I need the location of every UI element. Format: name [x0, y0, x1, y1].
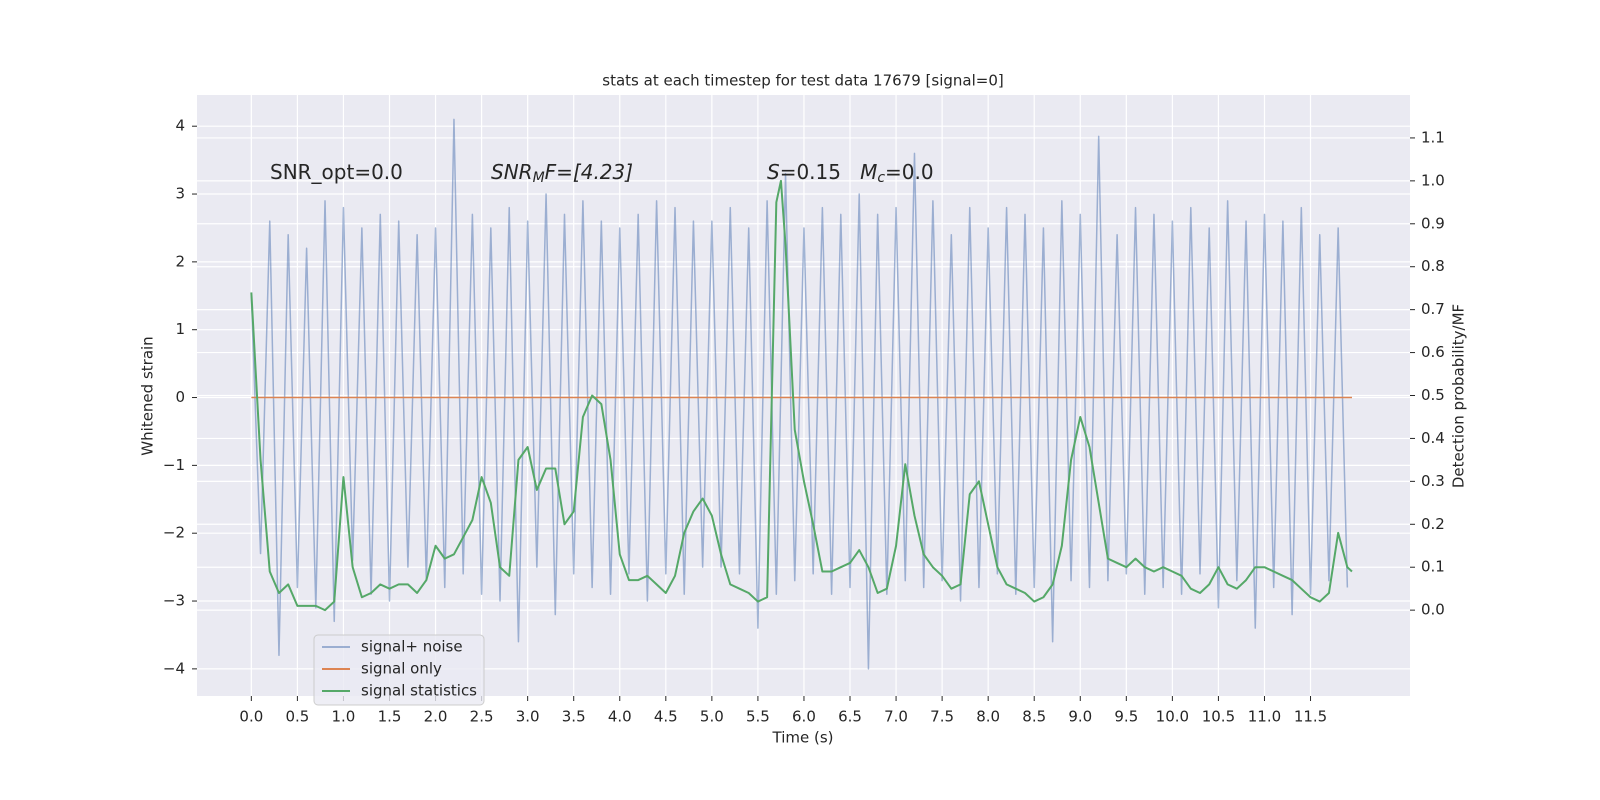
- y2-tick-label: 1.0: [1421, 171, 1445, 189]
- annotation-part: =0.0: [885, 160, 934, 184]
- legend: signal+ noise signal only signal statistic…: [313, 634, 485, 706]
- annotation-part: c: [877, 170, 885, 186]
- x-axis-label: Time (s): [772, 729, 834, 747]
- y-tick-label: 4: [175, 117, 185, 135]
- y2-tick-label: 0.0: [1421, 601, 1445, 619]
- y2-tick-label: 0.7: [1421, 300, 1445, 318]
- y2-tick-label: 0.4: [1421, 429, 1445, 447]
- legend-label: signal only: [361, 660, 442, 678]
- series-line: [250, 179, 1353, 612]
- y2-tick-label: 1.1: [1421, 128, 1445, 146]
- y-axis-label: Whitened strain: [139, 336, 157, 455]
- x-tick-label: 11.0: [1248, 708, 1281, 726]
- x-tick-label: 5.0: [700, 708, 724, 726]
- x-tick-label: 1.0: [332, 708, 356, 726]
- y2-tick-label: 0.6: [1421, 343, 1445, 361]
- y-tick-label: −2: [163, 524, 185, 542]
- y-tick-label: 0: [175, 388, 185, 406]
- x-tick-label: 4.0: [608, 708, 632, 726]
- x-tick-label: 2.0: [424, 708, 448, 726]
- annotation: S=0.15 Mc=0.0: [767, 160, 934, 187]
- y-tick-label: −1: [163, 456, 185, 474]
- x-tick-label: 9.5: [1114, 708, 1138, 726]
- y2-tick-label: 0.8: [1421, 257, 1445, 275]
- y-tick-label: −4: [163, 659, 185, 677]
- x-tick-label: 6.0: [792, 708, 816, 726]
- x-tick-label: 3.5: [562, 708, 586, 726]
- legend-box: [313, 634, 485, 706]
- marks: [250, 118, 1353, 670]
- x-tick-label: 8.5: [1022, 708, 1046, 726]
- x-tick-label: 0.0: [239, 708, 263, 726]
- annotation-part: F=[4.23]: [545, 160, 633, 184]
- x-tick-label: 2.5: [470, 708, 494, 726]
- annotation-part: SNR_opt=0.0: [270, 160, 403, 184]
- x-tick-label: 10.5: [1202, 708, 1235, 726]
- y2-tick-label: 0.3: [1421, 472, 1445, 490]
- annotation: SNR_opt=0.0: [270, 160, 403, 184]
- annotation-part: SNR: [491, 160, 533, 184]
- x-tick-label: 10.0: [1156, 708, 1189, 726]
- y2-axis-label: Detection probability/MF: [1450, 304, 1468, 488]
- annotation-part: S: [767, 160, 780, 184]
- x-tick-label: 11.5: [1294, 708, 1327, 726]
- x-tick-label: 5.5: [746, 708, 770, 726]
- annotation-part: =0.15: [780, 160, 860, 184]
- annotations: SNR_opt=0.0 SNRMF=[4.23] S=0.15 Mc=0.0: [270, 160, 934, 187]
- series-line: [250, 118, 1349, 670]
- y-tick-label: 2: [175, 252, 185, 270]
- y2-tick-label: 0.5: [1421, 386, 1445, 404]
- y-tick-label: −3: [163, 592, 185, 610]
- y-tick-label: 3: [175, 185, 185, 203]
- x-tick-label: 0.5: [285, 708, 309, 726]
- annotation-part: M: [860, 160, 877, 184]
- y-tick-label: 1: [175, 320, 185, 338]
- axes: 0.0 0.5 1.0 1.5 2.0 2.5 3.0 3.5 4.0 4.5 5.0 5.5 6.0 6…: [163, 117, 1445, 726]
- x-tick-label: 8.0: [976, 708, 1000, 726]
- y2-tick-label: 0.2: [1421, 515, 1445, 533]
- chart-title: stats at each timestep for test data 176…: [602, 72, 1003, 90]
- x-tick-label: 4.5: [654, 708, 678, 726]
- x-tick-label: 3.0: [516, 708, 540, 726]
- annotation: SNRMF=[4.23]: [491, 160, 633, 187]
- x-tick-label: 7.5: [930, 708, 954, 726]
- y2-tick-label: 0.9: [1421, 214, 1445, 232]
- legend-label: signal statistics: [361, 682, 477, 700]
- x-tick-label: 9.0: [1068, 708, 1092, 726]
- x-tick-label: 7.0: [884, 708, 908, 726]
- annotation-part: M: [533, 170, 545, 186]
- x-tick-label: 1.5: [378, 708, 402, 726]
- x-tick-label: 6.5: [838, 708, 862, 726]
- legend-label: signal+ noise: [361, 638, 463, 656]
- y2-tick-label: 0.1: [1421, 558, 1445, 576]
